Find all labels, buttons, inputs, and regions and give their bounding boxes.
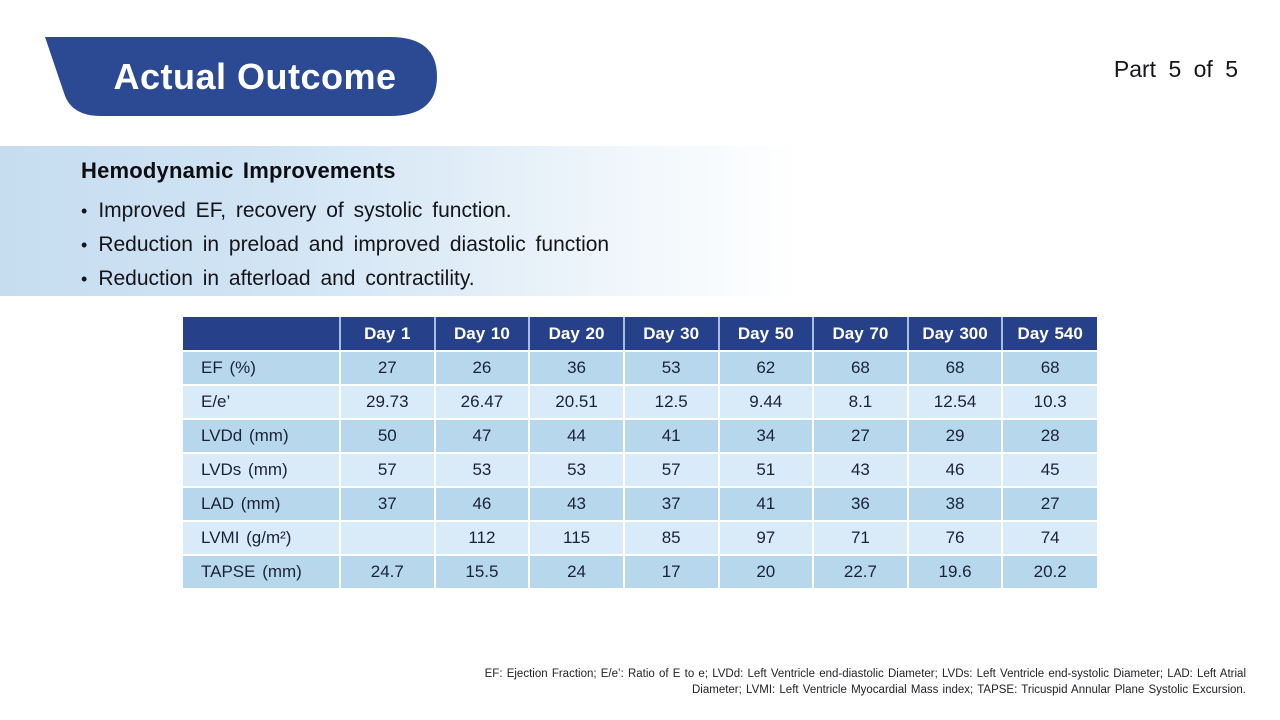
row-label: EF (%) <box>183 351 341 386</box>
table-cell: 9.44 <box>718 385 815 420</box>
table-cell: 34 <box>718 419 815 454</box>
table-cell: 20.2 <box>1002 555 1097 590</box>
table-cell: 51 <box>718 453 815 488</box>
col-header-day540: Day 540 <box>1002 317 1097 352</box>
table-cell: 43 <box>529 487 625 522</box>
table-cell: 46 <box>907 453 1004 488</box>
title-badge: Actual Outcome <box>45 37 437 116</box>
bullet-text: Improved EF, recovery of systolic functi… <box>98 199 512 222</box>
table-cell: 57 <box>340 453 436 488</box>
col-header-blank <box>183 317 341 352</box>
table-cell: 26.47 <box>434 385 531 420</box>
hemodynamic-section: Hemodynamic Improvements • Improved EF, … <box>81 158 609 296</box>
table-cell: 85 <box>623 521 720 556</box>
table-cell: 53 <box>529 453 625 488</box>
table-cell <box>340 521 436 556</box>
table-cell: 115 <box>529 521 625 556</box>
col-header-day70: Day 70 <box>813 317 909 352</box>
table-cell: 68 <box>907 351 1004 386</box>
table-cell: 10.3 <box>1002 385 1097 420</box>
table-cell: 47 <box>434 419 531 454</box>
table-cell: 45 <box>1002 453 1097 488</box>
table-cell: 44 <box>529 419 625 454</box>
col-header-day30: Day 30 <box>623 317 720 352</box>
part-indicator: Part 5 of 5 <box>1113 56 1238 82</box>
outcomes-table: Day 1 Day 10 Day 20 Day 30 Day 50 Day 70… <box>183 317 1097 590</box>
row-label: LVDd (mm) <box>183 419 341 454</box>
highlight-panel <box>0 146 815 296</box>
table-cell: 36 <box>813 487 909 522</box>
table-cell: 17 <box>623 555 720 590</box>
table-row-lvdd: LVDd (mm) 50 47 44 41 34 27 29 28 <box>183 419 1097 454</box>
table-cell: 24.7 <box>340 555 436 590</box>
table-cell: 112 <box>434 521 531 556</box>
col-header-day10: Day 10 <box>434 317 531 352</box>
table-cell: 20 <box>718 555 815 590</box>
row-label: E/e’ <box>183 385 341 420</box>
row-label: LVMI (g/m²) <box>183 521 341 556</box>
table-cell: 62 <box>718 351 815 386</box>
table-cell: 97 <box>718 521 815 556</box>
bullet-icon: • <box>81 269 88 289</box>
table-cell: 8.1 <box>813 385 909 420</box>
table-cell: 41 <box>718 487 815 522</box>
table-cell: 27 <box>340 351 436 386</box>
bullet-text: Reduction in afterload and contractility… <box>98 267 475 290</box>
bullet-icon: • <box>81 201 88 221</box>
table-cell: 43 <box>813 453 909 488</box>
table-cell: 53 <box>434 453 531 488</box>
table-cell: 24 <box>529 555 625 590</box>
col-header-day1: Day 1 <box>340 317 436 352</box>
row-label: LAD (mm) <box>183 487 341 522</box>
page-title: Actual Outcome <box>113 55 397 97</box>
table-cell: 22.7 <box>813 555 909 590</box>
table-cell: 12.5 <box>623 385 720 420</box>
table-cell: 12.54 <box>907 385 1004 420</box>
table-cell: 38 <box>907 487 1004 522</box>
table-cell: 76 <box>907 521 1004 556</box>
bullet-item: • Reduction in preload and improved dias… <box>81 228 609 262</box>
table-cell: 37 <box>623 487 720 522</box>
table-cell: 28 <box>1002 419 1097 454</box>
table-row-lvds: LVDs (mm) 57 53 53 57 51 43 46 45 <box>183 453 1097 488</box>
table-cell: 29.73 <box>340 385 436 420</box>
bullet-item: • Improved EF, recovery of systolic func… <box>81 194 609 228</box>
table-row-lad: LAD (mm) 37 46 43 37 41 36 38 27 <box>183 487 1097 522</box>
col-header-day20: Day 20 <box>529 317 625 352</box>
table-cell: 36 <box>529 351 625 386</box>
abbreviations-footnote: EF: Ejection Fraction; E/e’: Ratio of E … <box>484 668 1246 696</box>
table-cell: 37 <box>340 487 436 522</box>
table-cell: 27 <box>813 419 909 454</box>
table-row-ee: E/e’ 29.73 26.47 20.51 12.5 9.44 8.1 12.… <box>183 385 1097 420</box>
table-header-row: Day 1 Day 10 Day 20 Day 30 Day 50 Day 70… <box>183 317 1097 352</box>
col-header-day300: Day 300 <box>907 317 1004 352</box>
table-cell: 26 <box>434 351 531 386</box>
table-cell: 29 <box>907 419 1004 454</box>
bullet-item: • Reduction in afterload and contractili… <box>81 262 609 296</box>
bullet-text: Reduction in preload and improved diasto… <box>98 233 610 256</box>
table-cell: 71 <box>813 521 909 556</box>
section-heading: Hemodynamic Improvements <box>81 158 396 183</box>
table-row-tapse: TAPSE (mm) 24.7 15.5 24 17 20 22.7 19.6 … <box>183 555 1097 590</box>
table-cell: 20.51 <box>529 385 625 420</box>
table-cell: 50 <box>340 419 436 454</box>
table-cell: 68 <box>1002 351 1097 386</box>
table-cell: 46 <box>434 487 531 522</box>
col-header-day50: Day 50 <box>718 317 815 352</box>
table-cell: 68 <box>813 351 909 386</box>
table-cell: 19.6 <box>907 555 1004 590</box>
bullet-icon: • <box>81 235 88 255</box>
table-cell: 57 <box>623 453 720 488</box>
row-label: LVDs (mm) <box>183 453 341 488</box>
table-cell: 27 <box>1002 487 1097 522</box>
table-cell: 74 <box>1002 521 1097 556</box>
row-label: TAPSE (mm) <box>183 555 341 590</box>
table-row-ef: EF (%) 27 26 36 53 62 68 68 68 <box>183 351 1097 386</box>
table-cell: 53 <box>623 351 720 386</box>
table-row-lvmi: LVMI (g/m²) 112 115 85 97 71 76 74 <box>183 521 1097 556</box>
table-cell: 41 <box>623 419 720 454</box>
table-cell: 15.5 <box>434 555 531 590</box>
badge-shape-icon <box>45 37 437 116</box>
